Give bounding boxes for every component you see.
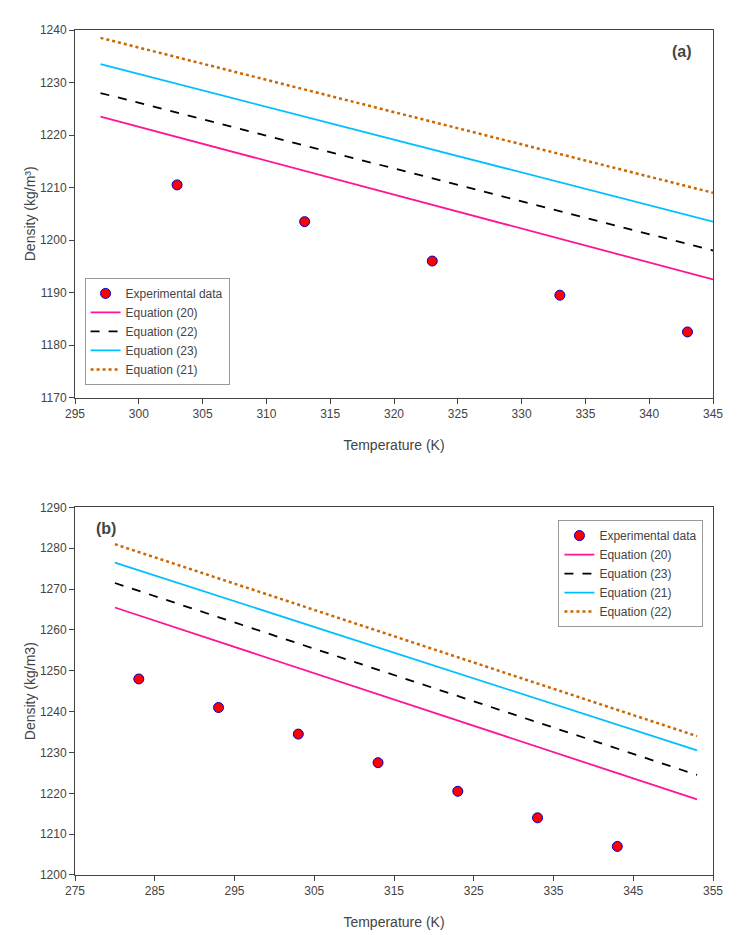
svg-text:305: 305 <box>304 884 324 898</box>
svg-text:Equation (22): Equation (22) <box>126 325 198 339</box>
svg-text:325: 325 <box>448 407 468 421</box>
svg-text:Density (kg/m³): Density (kg/m³) <box>22 166 38 261</box>
svg-text:Temperature (K): Temperature (K) <box>343 914 444 930</box>
svg-text:(b): (b) <box>96 520 116 537</box>
svg-text:1290: 1290 <box>40 501 67 515</box>
svg-text:1270: 1270 <box>40 582 67 596</box>
svg-text:1260: 1260 <box>40 623 67 637</box>
svg-text:300: 300 <box>129 407 149 421</box>
svg-text:355: 355 <box>703 884 723 898</box>
svg-text:1210: 1210 <box>40 827 67 841</box>
svg-text:Equation (20): Equation (20) <box>126 306 198 320</box>
svg-text:Equation (22): Equation (22) <box>599 605 671 619</box>
svg-text:330: 330 <box>512 407 532 421</box>
svg-text:1220: 1220 <box>40 128 67 142</box>
svg-text:1190: 1190 <box>41 286 67 300</box>
svg-text:Equation (21): Equation (21) <box>126 363 198 377</box>
svg-text:295: 295 <box>65 407 85 421</box>
svg-text:340: 340 <box>639 407 659 421</box>
svg-text:Experimental data: Experimental data <box>599 529 696 543</box>
svg-text:335: 335 <box>543 884 563 898</box>
svg-text:Equation (23): Equation (23) <box>599 567 671 581</box>
svg-text:325: 325 <box>464 884 484 898</box>
svg-text:1240: 1240 <box>40 23 67 37</box>
svg-text:Equation (23): Equation (23) <box>126 344 198 358</box>
svg-text:335: 335 <box>575 407 595 421</box>
svg-text:345: 345 <box>623 884 643 898</box>
svg-text:1180: 1180 <box>41 338 67 352</box>
svg-text:345: 345 <box>703 407 723 421</box>
svg-text:310: 310 <box>256 407 276 421</box>
svg-text:285: 285 <box>145 884 165 898</box>
svg-text:315: 315 <box>384 884 404 898</box>
svg-text:Equation (20): Equation (20) <box>599 548 671 562</box>
svg-text:295: 295 <box>224 884 244 898</box>
svg-text:Temperature (K): Temperature (K) <box>343 437 444 453</box>
svg-text:1230: 1230 <box>40 76 67 90</box>
svg-text:1200: 1200 <box>40 233 67 247</box>
svg-text:1170: 1170 <box>41 391 67 405</box>
svg-text:275: 275 <box>65 884 85 898</box>
svg-text:(a): (a) <box>672 43 692 60</box>
svg-text:320: 320 <box>384 407 404 421</box>
svg-text:305: 305 <box>193 407 213 421</box>
svg-text:1200: 1200 <box>40 868 67 882</box>
svg-text:1220: 1220 <box>40 787 67 801</box>
svg-text:1250: 1250 <box>40 664 67 678</box>
svg-text:1240: 1240 <box>40 705 67 719</box>
svg-text:Equation (21): Equation (21) <box>599 586 671 600</box>
svg-text:Experimental data: Experimental data <box>126 287 223 301</box>
svg-text:1210: 1210 <box>40 181 67 195</box>
svg-text:Density (kg/m3): Density (kg/m3) <box>22 642 38 740</box>
svg-text:1280: 1280 <box>40 541 67 555</box>
svg-text:1230: 1230 <box>40 746 67 760</box>
svg-text:315: 315 <box>320 407 340 421</box>
